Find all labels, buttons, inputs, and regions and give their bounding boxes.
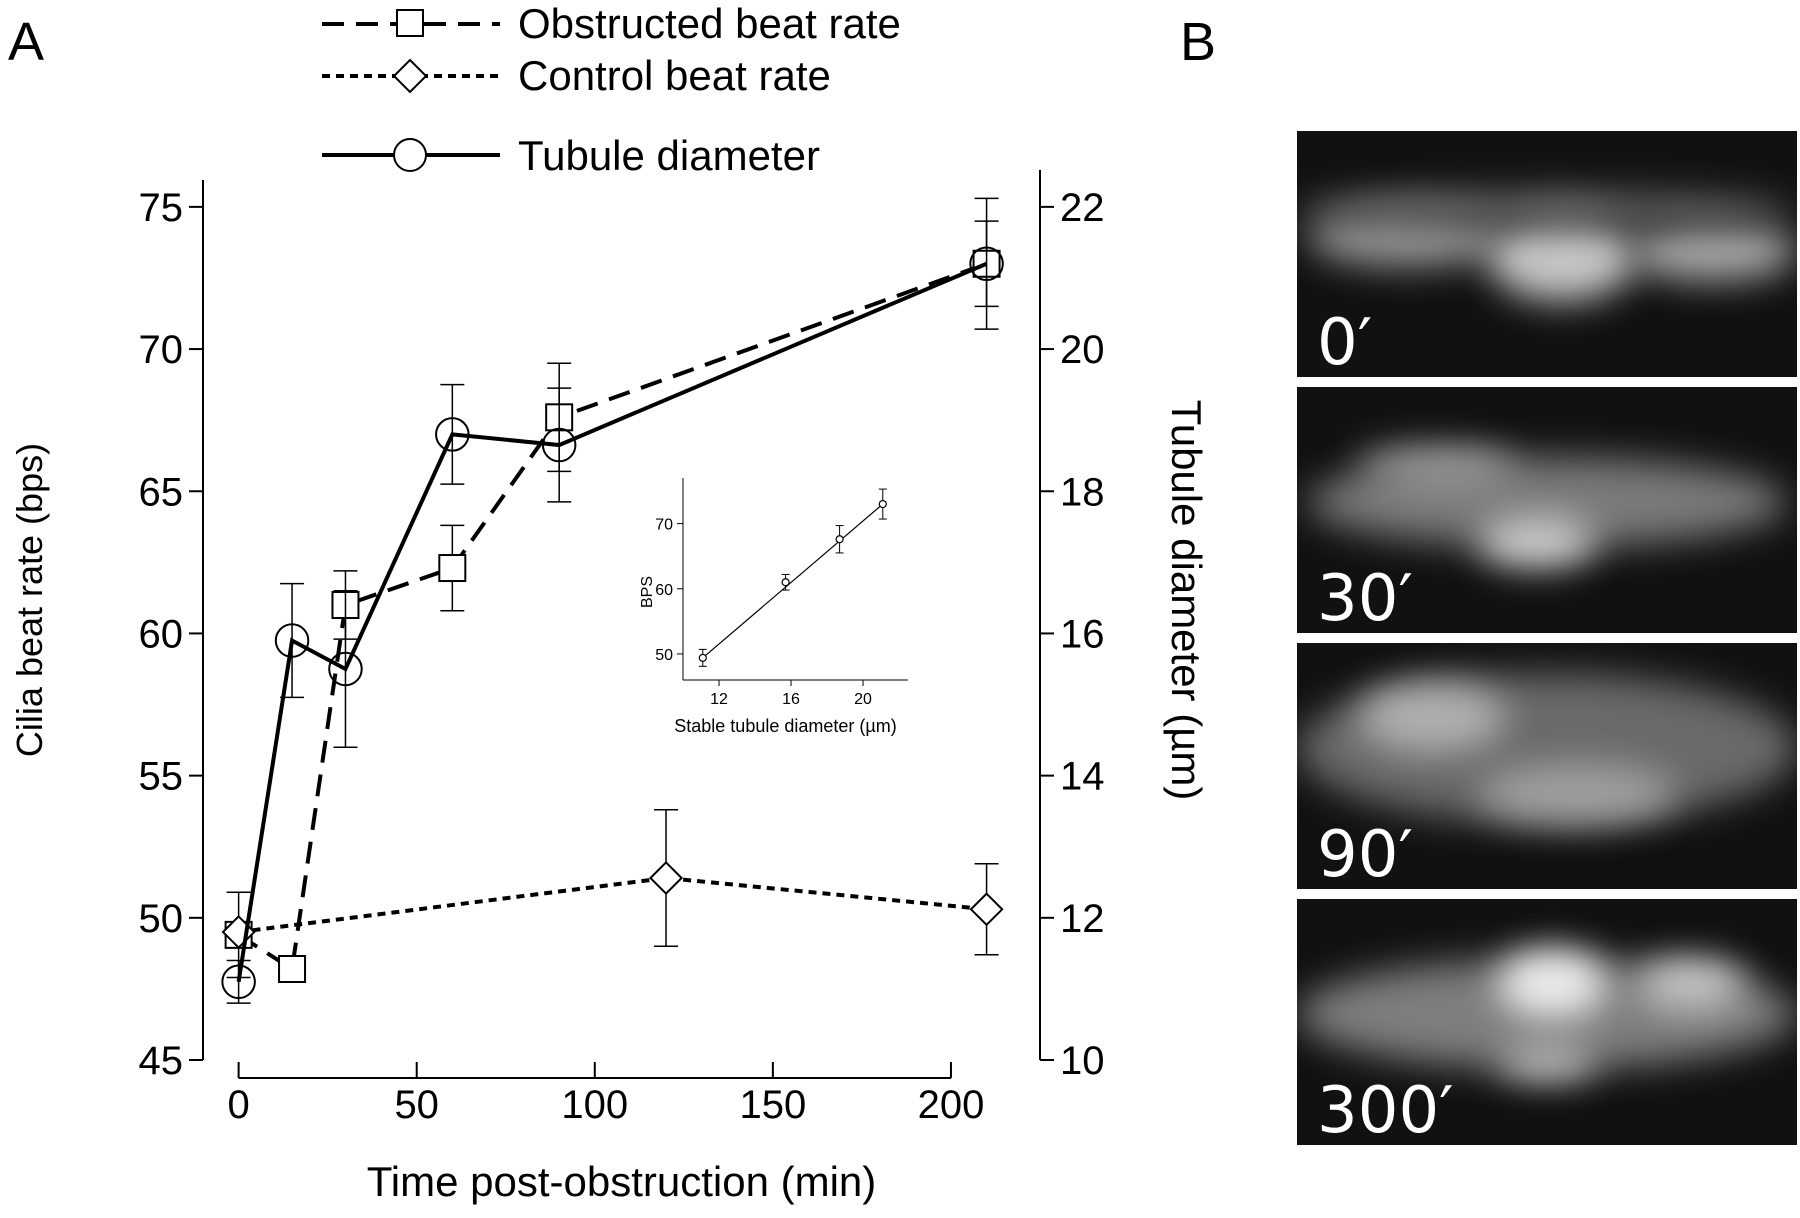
inset-x-tick-label: 16 bbox=[782, 691, 800, 708]
y2-tick-label: 16 bbox=[1060, 612, 1105, 656]
data-point-circle bbox=[221, 964, 256, 1000]
inset-fit-line bbox=[702, 503, 884, 659]
series-line bbox=[238, 875, 987, 935]
micrograph-label: 90′ bbox=[1317, 818, 1413, 889]
y-tick-label: 60 bbox=[139, 612, 184, 656]
y2-tick-label: 18 bbox=[1060, 470, 1105, 514]
y2-tick-label: 12 bbox=[1060, 897, 1105, 941]
micrograph-label: 0′ bbox=[1317, 306, 1373, 377]
y2-tick-label: 14 bbox=[1060, 755, 1105, 799]
inset-y-tick-label: 50 bbox=[655, 647, 673, 664]
legend-label-control: Control beat rate bbox=[518, 52, 831, 99]
micrograph-label: 30′ bbox=[1317, 562, 1413, 633]
x-tick-label: 200 bbox=[918, 1083, 985, 1127]
x-axis-label: Time post-obstruction (min) bbox=[367, 1158, 877, 1205]
inset-data-point bbox=[781, 578, 790, 587]
data-point-circle bbox=[274, 623, 310, 658]
micrograph-0: 0′ bbox=[1297, 131, 1797, 377]
legend-marker-square bbox=[396, 9, 424, 37]
data-point-diamond bbox=[649, 860, 684, 896]
inset-chart: 50 60 70 12 16 20 Stable tubule diameter (µm) B… bbox=[639, 478, 908, 736]
x-tick-label: 100 bbox=[561, 1083, 628, 1127]
y-tick-label: 55 bbox=[139, 755, 184, 799]
y2-tick-label: 10 bbox=[1060, 1039, 1105, 1083]
inset-x-axis-label: Stable tubule diameter (µm) bbox=[674, 716, 896, 736]
data-point-diamond bbox=[969, 892, 1004, 927]
y-axis-label: Cilia beat rate (bps) bbox=[9, 443, 50, 757]
micrograph-300: 300′ bbox=[1297, 899, 1797, 1145]
inset-y-tick-label: 60 bbox=[655, 582, 673, 599]
y-tick-label: 75 bbox=[139, 186, 184, 230]
series-line bbox=[236, 261, 988, 983]
data-point-circle bbox=[541, 427, 577, 463]
inset-data-point bbox=[698, 653, 707, 662]
micrograph-90: 90′ bbox=[1297, 643, 1797, 889]
inset-data-point bbox=[835, 535, 844, 544]
legend: Obstructed beat rate Control beat rate T… bbox=[322, 0, 901, 179]
series-circle bbox=[221, 220, 1004, 1004]
y-tick-label: 50 bbox=[139, 897, 184, 941]
series-diamond bbox=[221, 809, 1004, 956]
legend-marker-circle bbox=[393, 138, 427, 172]
y-tick-label: 65 bbox=[139, 470, 184, 514]
data-point-square bbox=[438, 554, 467, 583]
data-point-square bbox=[278, 955, 307, 983]
panel-label-a: A bbox=[8, 12, 44, 72]
data-point-circle bbox=[435, 417, 470, 452]
legend-marker-diamond bbox=[392, 58, 428, 94]
y2-tick-label: 22 bbox=[1060, 186, 1105, 230]
y-tick-label: 45 bbox=[139, 1039, 184, 1083]
panel-label-b: B bbox=[1180, 12, 1216, 72]
y2-axis-label: Tubule diameter (µm) bbox=[1163, 400, 1210, 801]
micrograph-30: 30′ bbox=[1297, 387, 1797, 633]
inset-x-tick-label: 12 bbox=[710, 691, 728, 708]
data-point-circle bbox=[969, 246, 1004, 281]
data-point-circle bbox=[328, 651, 363, 687]
main-chart: 45 50 55 60 65 70 75 10 12 14 16 18 20 22 0 50 100 150 200… bbox=[9, 170, 1210, 1205]
y2-tick-label: 20 bbox=[1060, 328, 1105, 372]
inset-y-axis-label: BPS bbox=[639, 576, 656, 608]
x-tick-label: 50 bbox=[394, 1083, 439, 1127]
x-tick-label: 150 bbox=[739, 1083, 806, 1127]
x-tick-label: 0 bbox=[227, 1083, 249, 1127]
inset-x-tick-label: 20 bbox=[854, 691, 872, 708]
inset-data-point bbox=[878, 499, 887, 509]
legend-label-obstructed: Obstructed beat rate bbox=[518, 0, 901, 47]
inset-y-tick-label: 70 bbox=[655, 517, 673, 534]
micrograph-label: 300′ bbox=[1317, 1074, 1454, 1145]
y-tick-label: 70 bbox=[139, 328, 184, 372]
legend-label-diameter: Tubule diameter bbox=[518, 132, 820, 179]
